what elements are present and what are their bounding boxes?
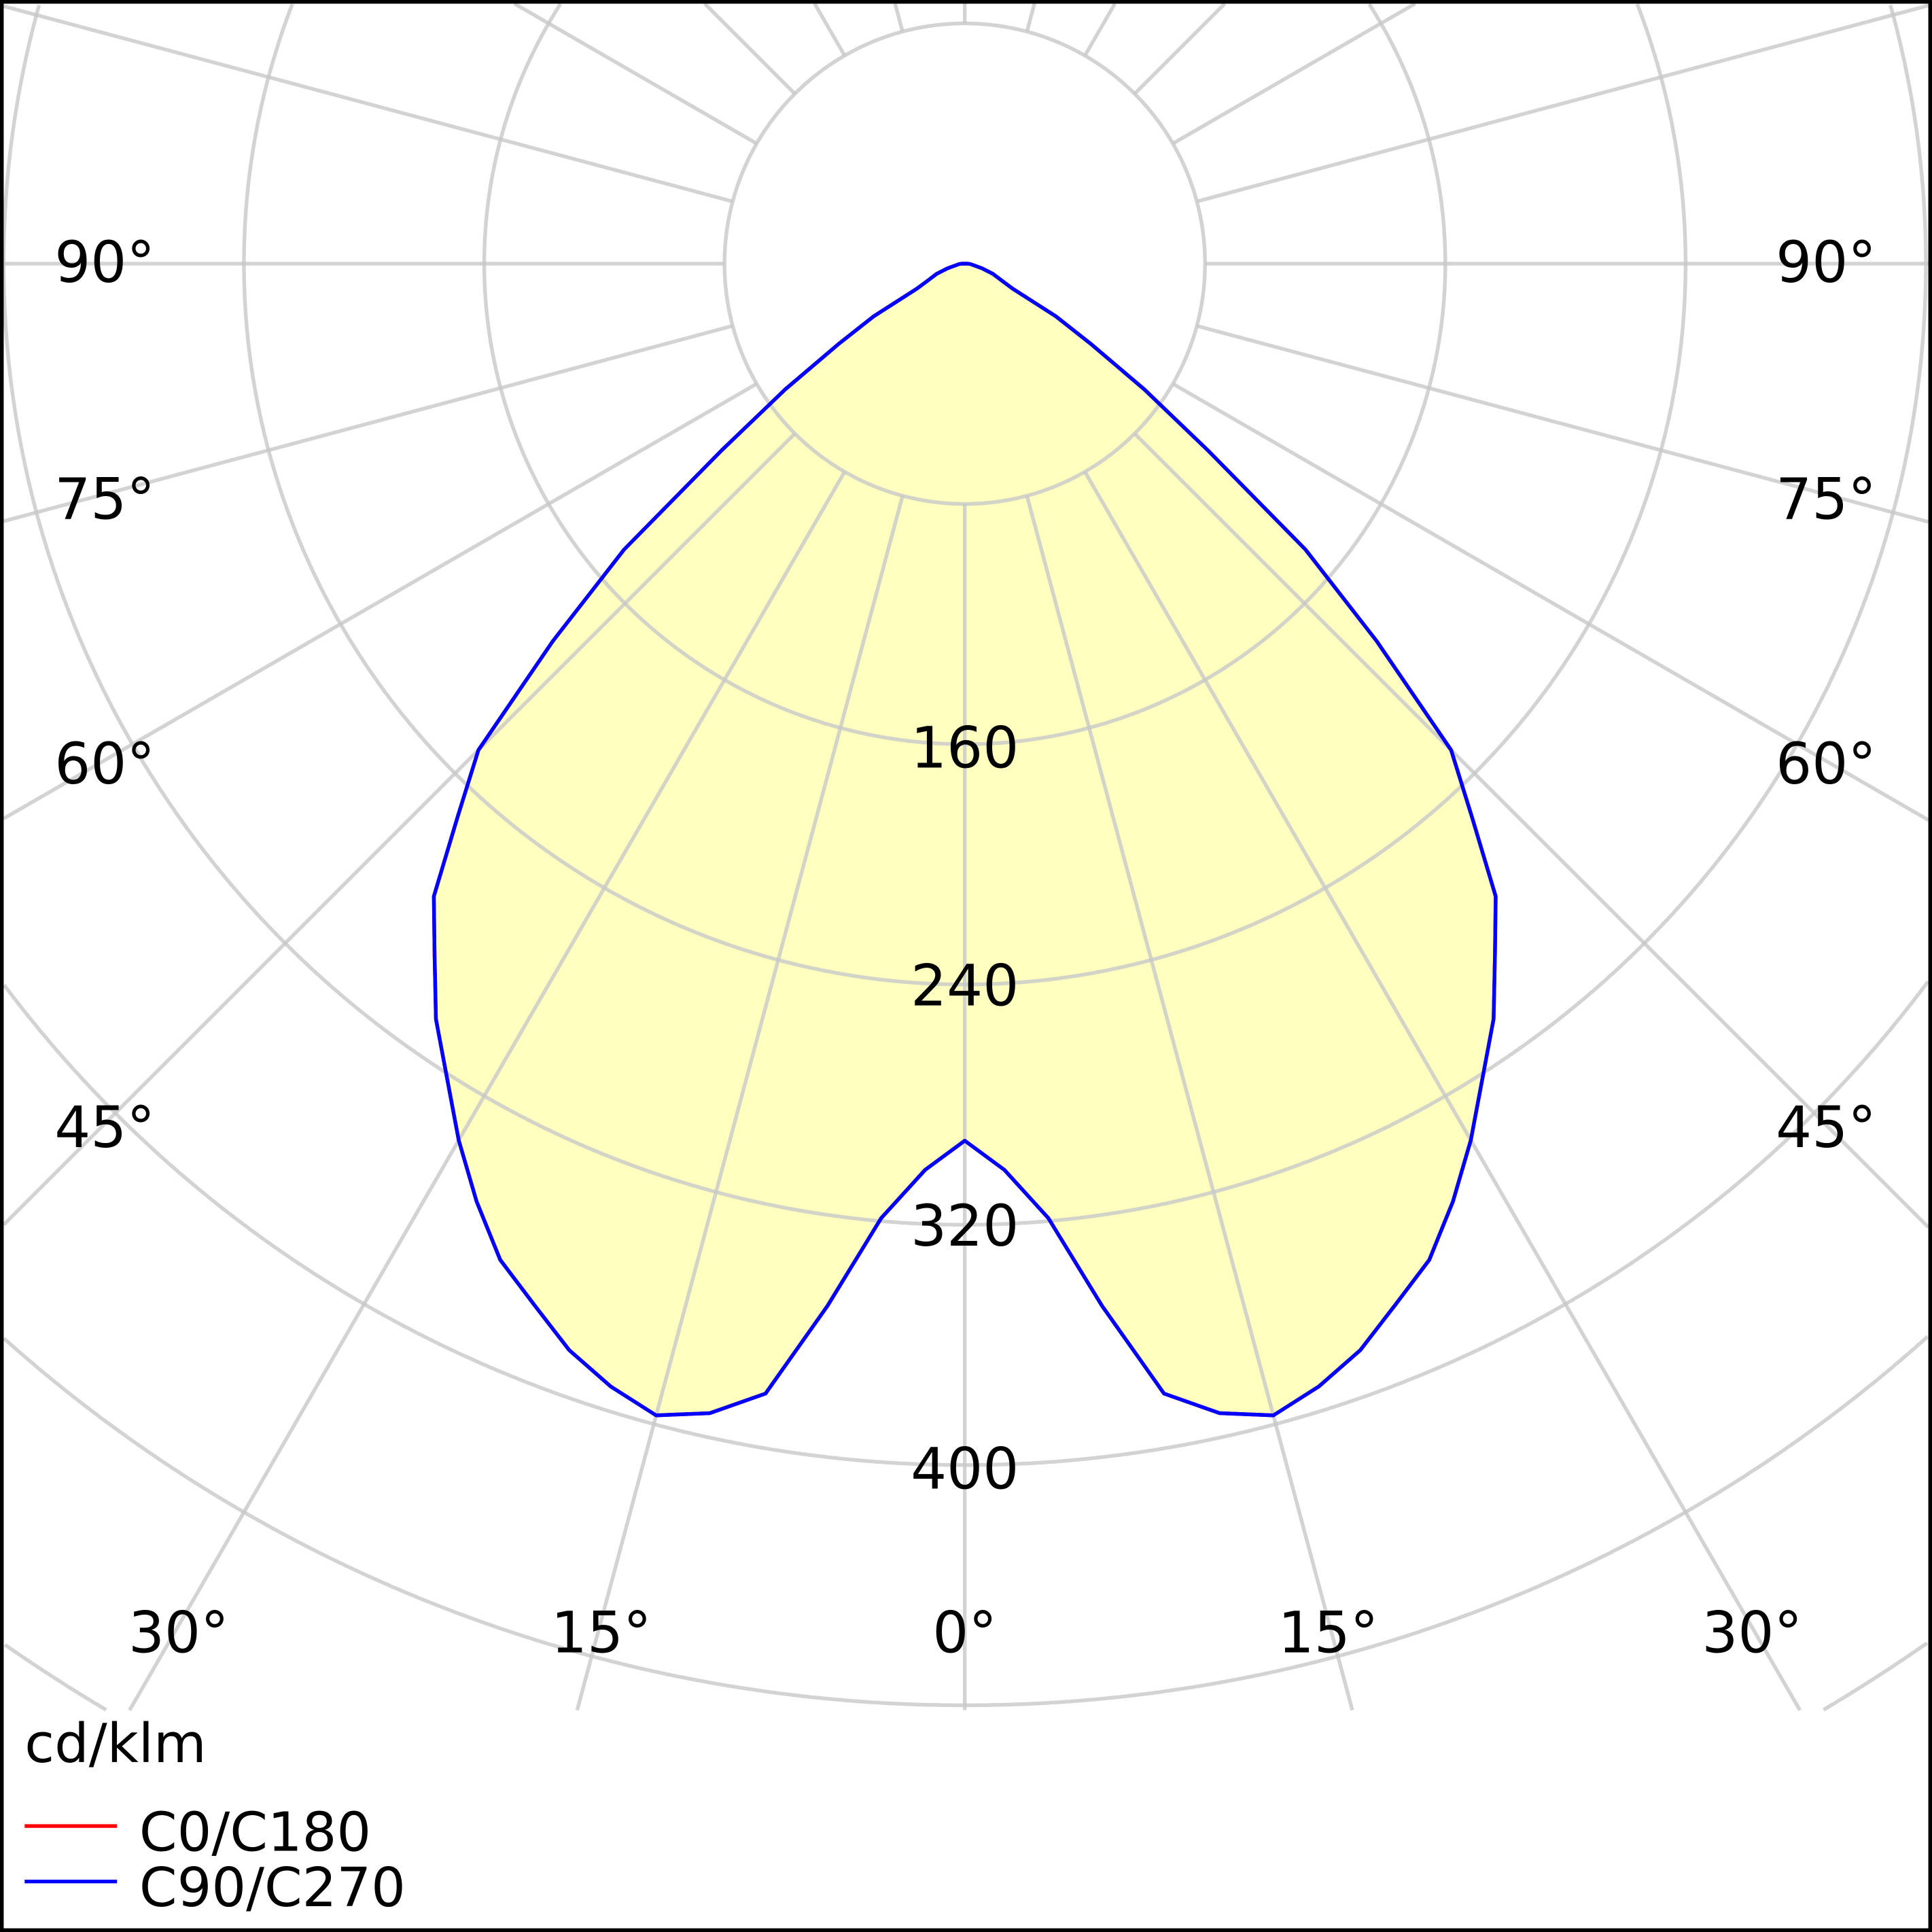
legend: C0/C180 C90/C270	[24, 1800, 406, 1919]
grid-radial-345	[575, 495, 904, 1711]
angle-label-left-60: 60°	[54, 731, 155, 797]
angle-label-right-60: 60°	[1776, 731, 1876, 797]
grid-radial-105	[1196, 3, 1929, 204]
grid-radial-45	[1133, 432, 1930, 1229]
grid-ring-240	[242, 3, 1688, 987]
angle-label-left-75: 75°	[54, 466, 155, 532]
angle-label-bottom-0: 30°	[128, 1600, 229, 1666]
angle-label-bottom-2: 0°	[932, 1600, 997, 1666]
grid-ring-160	[482, 3, 1447, 746]
legend-label-c90-c270: C90/C270	[139, 1856, 406, 1919]
angle-label-bottom-3: 15°	[1278, 1600, 1379, 1666]
radial-tick-label-400: 400	[911, 1436, 1019, 1502]
radial-tick-label-320: 320	[911, 1193, 1019, 1259]
grid-radial-240	[513, 2, 758, 145]
grid-ring-400	[2, 980, 1930, 1467]
grid-radial-60	[1172, 382, 1929, 822]
angle-label-left-45: 45°	[54, 1095, 155, 1161]
grid-ring-320	[1, 5, 1928, 1227]
grid-radial-300	[3, 382, 758, 820]
radial-tick-label-240: 240	[911, 953, 1019, 1019]
grid-radial-165	[1025, 3, 1036, 33]
angle-label-bottom-4: 30°	[1702, 1600, 1802, 1666]
grid-radial-315	[2, 432, 796, 1227]
grid-radial-135	[1133, 2, 1227, 95]
radial-tick-label-160: 160	[911, 716, 1019, 781]
angle-label-right-45: 45°	[1776, 1095, 1876, 1161]
grid-ring-560	[3, 1641, 1929, 1712]
grid-radial-210	[813, 3, 847, 57]
grid-radial-225	[703, 2, 796, 95]
grid-radial-30	[1083, 470, 1802, 1711]
grid-radial-15	[1025, 495, 1354, 1711]
angle-label-right-75: 75°	[1776, 466, 1876, 532]
grid-radial-255	[3, 4, 733, 204]
grid-radial-150	[1083, 3, 1117, 57]
grid-radial-75	[1196, 323, 1929, 524]
grid-radial-330	[128, 470, 847, 1711]
angle-label-left-90: 90°	[54, 230, 155, 296]
series-curve-c90-c270	[432, 262, 1498, 1418]
angle-label-right-90: 90°	[1776, 230, 1876, 296]
legend-label-c0-c180: C0/C180	[139, 1800, 371, 1863]
grid-radial-120	[1172, 2, 1416, 145]
unit-label: cd/klm	[24, 1712, 206, 1775]
grid-radial-195	[893, 3, 904, 33]
grid-radial-285	[3, 323, 733, 523]
grid-ring-480	[2, 1335, 1929, 1708]
angle-label-bottom-1: 15°	[551, 1600, 652, 1666]
